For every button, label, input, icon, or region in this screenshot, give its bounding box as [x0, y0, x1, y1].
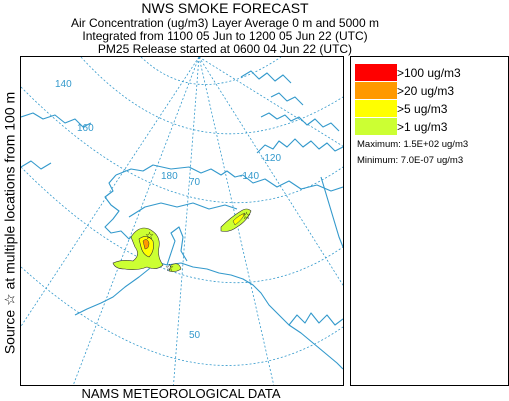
cook-inlet [166, 226, 188, 266]
graticule-meridians [21, 57, 343, 385]
plume-yellow [232, 212, 246, 226]
legend-label: >20 ug/m3 [397, 83, 455, 98]
source-location-text: Source ☆ at multiple locations from 100 … [1, 91, 18, 355]
bc-coast [288, 312, 343, 326]
grid-label-160w: 160 [77, 123, 94, 134]
meridian-line [72, 57, 200, 385]
legend-label: >100 ug/m3 [397, 65, 461, 80]
parallel-line [21, 266, 343, 366]
legend-item: >1 ug/m3 [355, 118, 447, 135]
grid-label-120e: -120 [261, 153, 281, 164]
coastlines [21, 70, 343, 370]
minimum-value: Minimum: 7.0E-07 ug/m3 [357, 155, 464, 166]
gulf-coast [152, 260, 343, 370]
arctic-coast [115, 164, 343, 192]
meridian-line [198, 57, 343, 286]
graticule-parallels [21, 57, 343, 366]
smoke-plume-southwest [112, 227, 182, 272]
parallel-line [140, 57, 282, 85]
plume-lime [112, 227, 164, 270]
legend-swatch [355, 82, 397, 99]
concentration-subtitle: Air Concentration (ug/m3) Layer Average … [71, 16, 379, 30]
parallel-line [80, 57, 343, 135]
meridian-line [198, 57, 343, 147]
smoke-map: 140 160 180 -140 -120 70 50 [20, 56, 344, 386]
map-canvas: 140 160 180 -140 -120 70 50 [21, 57, 343, 385]
source-location-label: Source ☆ at multiple locations from 100 … [1, 58, 19, 388]
legend-item: >20 ug/m3 [355, 82, 454, 99]
legend-swatch [355, 100, 397, 117]
hudson-coast [320, 176, 343, 248]
parallel-line [21, 166, 343, 284]
source-marker-icon: ☆ [165, 263, 174, 274]
grid-label-70: 70 [189, 177, 201, 188]
grid-label-140e: -140 [239, 171, 259, 182]
russia-coast [21, 112, 92, 170]
forecast-title: NWS SMOKE FORECAST [141, 0, 309, 16]
legend-label: >1 ug/m3 [397, 119, 448, 134]
legend-swatch [355, 64, 397, 81]
grid-label-180: 180 [161, 171, 178, 182]
source-marker-icon: ☆ [145, 231, 154, 242]
meridian-line [21, 57, 200, 327]
grid-label-140w: 140 [55, 79, 72, 90]
smoke-plume-northeast [220, 208, 252, 232]
canada-coast-1 [256, 138, 343, 154]
meridian-line [173, 57, 200, 385]
meteorological-data-label: NAMS METEOROLOGICAL DATA [81, 386, 281, 401]
release-info: PM25 Release started at 0600 04 Jun 22 (… [97, 42, 353, 56]
maximum-value: Maximum: 1.5E+02 ug/m3 [357, 139, 469, 150]
meridian-line [198, 57, 275, 385]
legend-item: >100 ug/m3 [355, 64, 461, 81]
plume-orange [142, 239, 150, 250]
source-marker-icon: ☆ [242, 211, 251, 222]
grid-label-50: 50 [189, 330, 201, 341]
legend-item: >5 ug/m3 [355, 100, 447, 117]
plume-lime-small [168, 263, 182, 272]
yukon-river [128, 202, 238, 218]
legend-label: >5 ug/m3 [397, 101, 448, 116]
legend-swatch [355, 118, 397, 135]
integration-period: Integrated from 1100 05 Jun to 1200 05 J… [82, 29, 368, 43]
canada-coast-2 [260, 112, 340, 132]
concentration-legend: >100 ug/m3 >20 ug/m3 >5 ug/m3 >1 ug/m3 M… [350, 56, 509, 386]
canada-islands [240, 70, 304, 106]
